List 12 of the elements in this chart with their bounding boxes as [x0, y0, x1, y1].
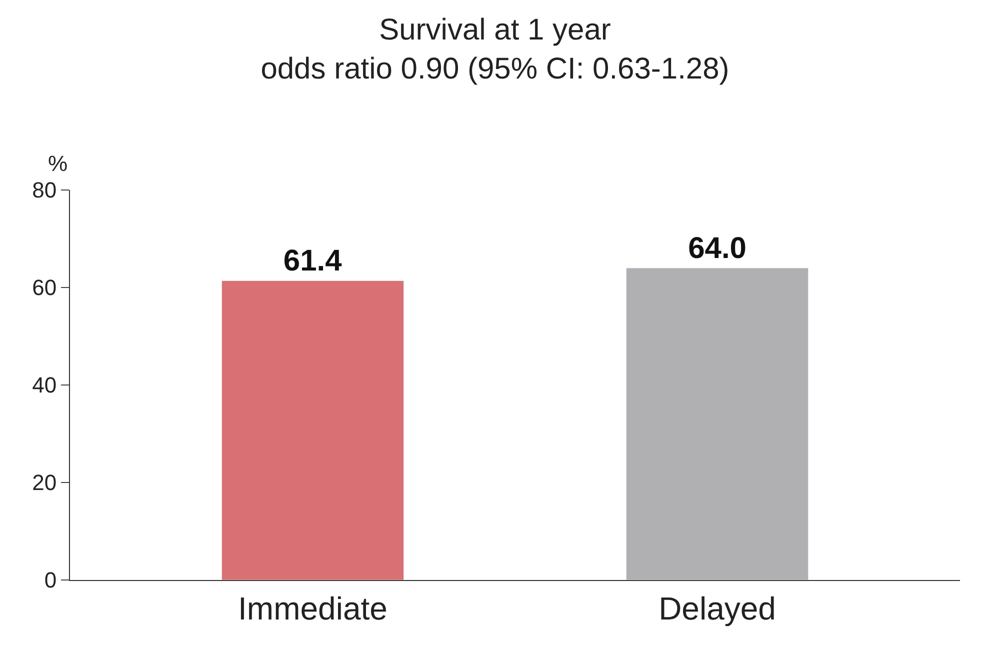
data-label: 64.0	[688, 232, 746, 265]
chart-subtitle: odds ratio 0.90 (95% CI: 0.63-1.28)	[260, 52, 730, 86]
chart-title: Survival at 1 year	[379, 14, 611, 47]
x-tick-label: Immediate	[238, 590, 388, 626]
y-tick-label: 20	[32, 470, 57, 496]
data-label: 61.4	[283, 244, 342, 278]
y-tick-label: 40	[32, 372, 57, 398]
y-axis-title: %	[48, 151, 68, 176]
x-tick-label: Delayed	[658, 590, 776, 626]
y-tick-label: 80	[32, 178, 57, 203]
y-tick-label: 60	[32, 275, 57, 300]
y-tick-label: 0	[44, 568, 57, 593]
